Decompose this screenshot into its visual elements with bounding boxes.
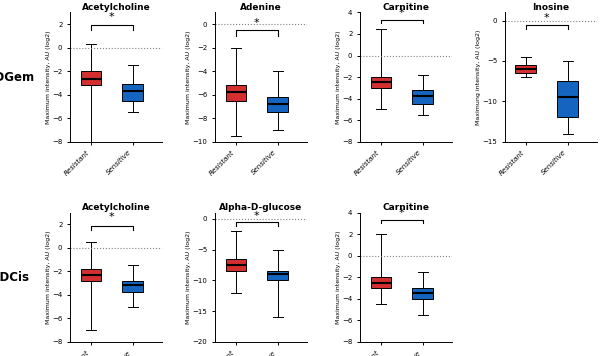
Text: *: * — [399, 8, 404, 18]
Y-axis label: Maximum intensity, AU (log2): Maximum intensity, AU (log2) — [46, 230, 50, 324]
PathPatch shape — [371, 277, 391, 288]
Title: Alpha-D-glucose: Alpha-D-glucose — [220, 203, 302, 212]
PathPatch shape — [371, 77, 391, 88]
PathPatch shape — [412, 288, 433, 299]
Text: *: * — [254, 211, 260, 221]
PathPatch shape — [515, 65, 536, 73]
PathPatch shape — [268, 271, 288, 280]
Y-axis label: Maximum intensity, AU (log2): Maximum intensity, AU (log2) — [186, 230, 191, 324]
PathPatch shape — [226, 259, 247, 271]
Y-axis label: Maximum intensity, AU (log2): Maximum intensity, AU (log2) — [186, 30, 191, 124]
PathPatch shape — [122, 84, 143, 100]
Y-axis label: Maximum intensity, AU (log2): Maximum intensity, AU (log2) — [335, 30, 341, 124]
PathPatch shape — [80, 71, 101, 85]
Text: LDGem: LDGem — [0, 70, 35, 84]
Title: Carnitine: Carnitine — [383, 203, 430, 212]
PathPatch shape — [268, 97, 288, 112]
Title: Adenine: Adenine — [240, 3, 282, 12]
Text: LDCis: LDCis — [0, 271, 30, 284]
Y-axis label: Maximung intensity, AU (log2): Maximung intensity, AU (log2) — [476, 29, 481, 125]
PathPatch shape — [122, 281, 143, 292]
Text: *: * — [544, 13, 550, 23]
PathPatch shape — [226, 85, 247, 100]
Y-axis label: Maximum intensity, AU (log2): Maximum intensity, AU (log2) — [335, 230, 341, 324]
Text: *: * — [399, 208, 404, 218]
Text: *: * — [109, 12, 115, 22]
PathPatch shape — [412, 90, 433, 104]
Text: *: * — [254, 18, 260, 28]
PathPatch shape — [80, 269, 101, 281]
Text: *: * — [109, 212, 115, 222]
Title: Carnitine: Carnitine — [383, 3, 430, 12]
Title: Inosine: Inosine — [532, 3, 569, 12]
Title: Acetylcholine: Acetylcholine — [82, 3, 151, 12]
PathPatch shape — [557, 81, 578, 117]
Y-axis label: Maximum intensity, AU (log2): Maximum intensity, AU (log2) — [46, 30, 50, 124]
Title: Acetylcholine: Acetylcholine — [82, 203, 151, 212]
